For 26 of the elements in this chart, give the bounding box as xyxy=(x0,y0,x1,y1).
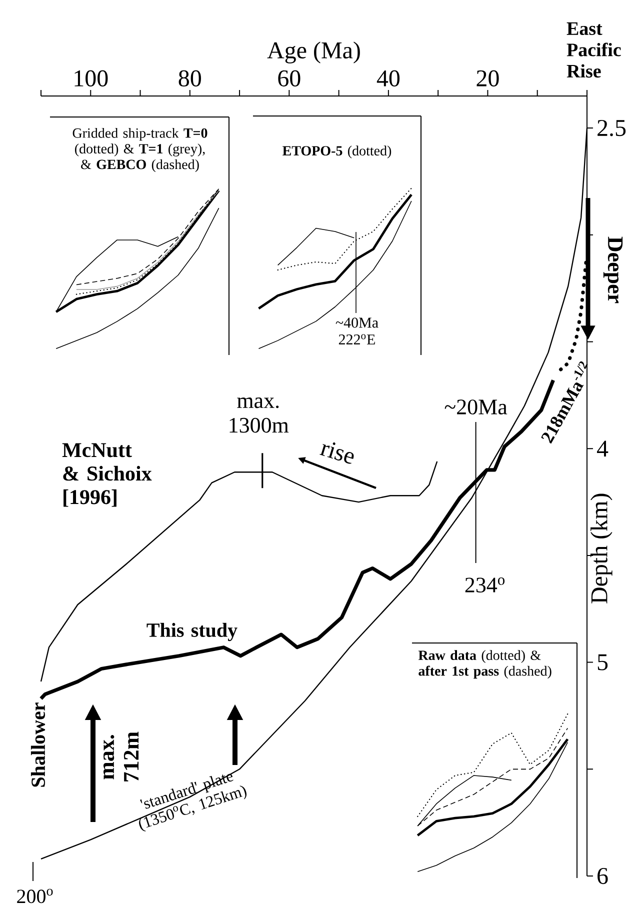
y-tick-label: 2.5 xyxy=(598,120,626,136)
text: East Pacific Rise xyxy=(566,22,621,78)
x-tick-label: 100 xyxy=(74,70,108,86)
ref-line-label: ~20Ma xyxy=(444,400,508,414)
annotation: max. 1300m xyxy=(230,397,289,433)
x-tick-label: 60 xyxy=(278,70,300,86)
text: Deeper xyxy=(603,236,623,304)
text: 200$^{o}$ xyxy=(17,888,53,904)
annotation: Shallower xyxy=(30,702,46,787)
x-tick-label: 40 xyxy=(376,70,400,86)
x-tick-label: 20 xyxy=(476,70,499,86)
annotation: 234$^{o}$ xyxy=(465,577,505,592)
y-tick-label: 5 xyxy=(598,654,608,670)
chart-title: ETOPO-5 (dotted) xyxy=(282,146,392,158)
y-axis-title: Depth (km) xyxy=(590,494,612,604)
annotation: rise xyxy=(320,442,354,464)
y-tick-label: 4 xyxy=(596,440,608,457)
chart-title: Gridded ship-track T=0 (dotted) & T=1 (grey), & GEBCO (dashed) xyxy=(72,128,208,172)
series-label: This study xyxy=(146,622,238,642)
annotation: max. 712m xyxy=(103,732,138,782)
series-label: McNutt & Sichoix [1996] xyxy=(62,443,152,507)
chart-title: Raw data (dotted) & after 1st pass (dashed) xyxy=(418,650,552,679)
x-tick-label: 80 xyxy=(178,70,201,86)
x-axis-title: Age (Ma) xyxy=(267,42,360,64)
y-tick-label: 6 xyxy=(598,868,608,884)
annotation: ~40Ma 222$^{o}$E xyxy=(336,318,378,344)
